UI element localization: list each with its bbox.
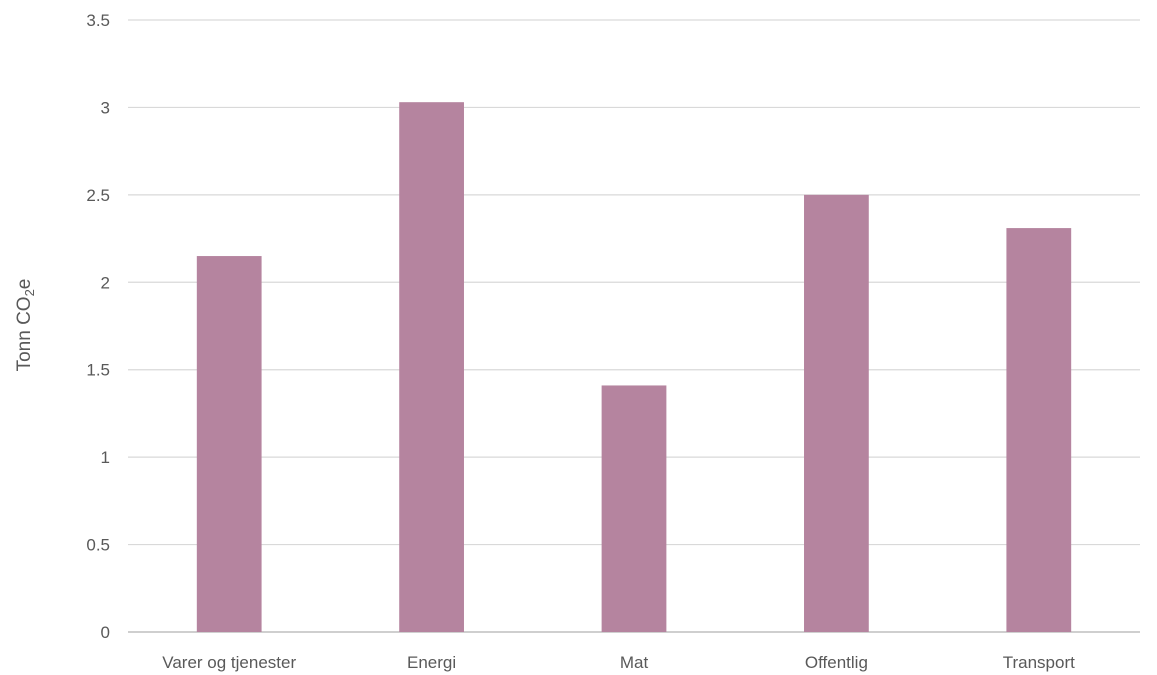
bar [399, 102, 464, 632]
y-tick-label: 1 [101, 448, 110, 467]
x-category-label: Mat [620, 653, 649, 672]
x-category-label: Varer og tjenester [162, 653, 296, 672]
y-axis-title-prefix: Tonn CO [14, 296, 35, 371]
y-axis-ticks: 0 0.5 1 1.5 2 2.5 3 3.5 [86, 11, 110, 642]
x-category-label: Offentlig [805, 653, 868, 672]
y-tick-label: 0.5 [86, 536, 110, 555]
bar [804, 194, 869, 632]
bar [196, 256, 262, 632]
bar [601, 385, 667, 632]
bars [196, 102, 1072, 632]
x-axis-categories: Varer og tjenester Energi Mat Offentlig Tran… [162, 653, 1075, 672]
x-category-label: Transport [1003, 653, 1075, 672]
y-tick-label: 2.5 [86, 186, 110, 205]
y-tick-label: 2 [101, 273, 110, 292]
x-category-label: Energi [407, 653, 456, 672]
y-tick-label: 3.5 [86, 11, 110, 30]
bar [1006, 228, 1072, 632]
y-axis-title-subscript: 2 [22, 289, 37, 296]
gridlines [128, 19, 1140, 633]
y-axis-title: Tonn CO2e [14, 279, 37, 372]
y-axis-title-suffix: e [14, 279, 35, 290]
y-tick-label: 3 [101, 98, 110, 117]
y-tick-label: 0 [101, 623, 110, 642]
y-tick-label: 1.5 [86, 361, 110, 380]
